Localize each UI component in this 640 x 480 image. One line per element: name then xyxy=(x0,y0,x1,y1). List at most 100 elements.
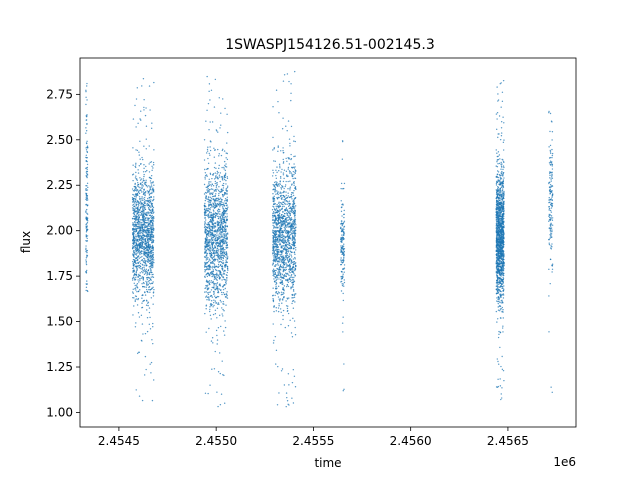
data-point xyxy=(150,372,152,374)
data-point xyxy=(146,219,148,222)
data-point xyxy=(153,198,155,201)
data-point xyxy=(340,263,343,266)
data-point xyxy=(293,320,296,322)
data-point xyxy=(291,300,294,302)
data-point xyxy=(148,266,151,268)
data-point xyxy=(289,221,291,224)
data-point xyxy=(148,176,151,179)
data-point xyxy=(206,168,209,170)
data-point xyxy=(204,261,206,264)
data-point xyxy=(135,210,137,213)
data-point xyxy=(147,304,149,307)
data-point xyxy=(283,384,286,386)
data-point xyxy=(287,219,290,221)
data-point xyxy=(213,222,216,224)
data-point xyxy=(275,310,278,312)
data-point xyxy=(275,205,277,208)
data-point xyxy=(293,280,296,283)
data-point xyxy=(293,375,296,377)
data-point xyxy=(272,149,274,151)
data-point xyxy=(135,198,137,200)
data-point xyxy=(153,228,155,230)
data-point xyxy=(151,276,154,278)
data-point xyxy=(290,275,292,277)
data-point xyxy=(214,268,217,271)
data-point xyxy=(219,277,221,279)
data-point xyxy=(281,185,284,188)
data-point xyxy=(223,214,225,216)
data-point xyxy=(294,177,297,180)
data-point xyxy=(285,266,287,268)
data-point xyxy=(224,164,226,167)
data-point xyxy=(342,187,345,190)
data-point xyxy=(222,204,225,206)
data-point xyxy=(279,251,281,253)
data-point xyxy=(221,217,223,220)
data-point xyxy=(220,154,223,157)
data-point xyxy=(217,303,219,305)
data-point xyxy=(221,262,224,264)
data-point xyxy=(286,279,288,281)
data-point xyxy=(495,310,498,313)
data-point xyxy=(142,239,144,241)
data-point xyxy=(287,120,290,122)
data-point xyxy=(291,183,293,185)
data-point xyxy=(215,249,217,252)
data-point xyxy=(283,226,285,229)
data-point xyxy=(135,204,138,207)
data-point xyxy=(284,198,286,201)
data-point xyxy=(143,270,145,272)
data-point xyxy=(216,282,219,284)
data-point xyxy=(207,184,209,186)
data-point xyxy=(272,323,274,325)
data-point xyxy=(150,271,153,274)
data-point xyxy=(222,230,224,232)
data-point xyxy=(203,209,206,211)
data-point xyxy=(280,236,282,239)
data-point xyxy=(205,285,207,287)
data-point xyxy=(502,149,505,151)
data-point xyxy=(137,190,140,192)
data-point xyxy=(292,166,295,169)
data-point xyxy=(293,294,296,297)
data-point xyxy=(222,308,224,311)
data-point xyxy=(131,217,134,220)
data-point xyxy=(142,252,145,254)
data-point xyxy=(290,206,292,209)
data-point xyxy=(226,177,229,180)
data-point xyxy=(86,140,88,143)
data-point xyxy=(205,249,208,251)
data-point xyxy=(148,260,150,263)
data-point xyxy=(137,244,139,246)
data-point xyxy=(147,280,149,283)
data-point xyxy=(290,276,292,278)
data-point xyxy=(212,215,215,218)
data-point xyxy=(277,205,280,208)
data-point xyxy=(220,219,223,222)
data-point xyxy=(500,134,503,137)
data-point xyxy=(207,189,209,192)
data-point xyxy=(209,291,212,293)
data-point xyxy=(286,400,289,402)
data-point xyxy=(273,275,275,277)
data-point xyxy=(152,292,155,294)
data-point xyxy=(213,239,215,241)
data-point xyxy=(132,204,134,206)
data-point xyxy=(219,232,222,234)
data-point xyxy=(222,251,225,253)
data-point xyxy=(290,217,293,219)
data-point xyxy=(86,254,88,256)
data-point xyxy=(294,326,296,329)
data-point xyxy=(281,279,283,282)
data-point xyxy=(140,267,142,270)
data-point xyxy=(277,293,279,295)
data-point xyxy=(285,256,287,258)
data-point xyxy=(279,243,282,246)
data-point xyxy=(217,327,220,329)
data-point xyxy=(226,217,228,219)
data-point xyxy=(144,202,147,204)
data-point xyxy=(218,260,221,263)
data-point xyxy=(286,258,288,260)
data-point xyxy=(87,220,89,222)
data-point xyxy=(223,175,226,177)
